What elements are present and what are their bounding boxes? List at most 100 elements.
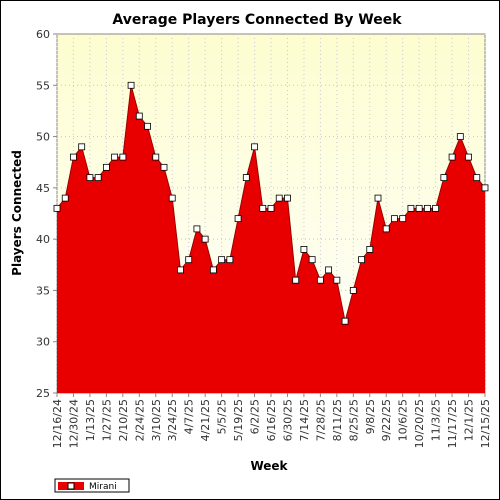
x-tick-label: 11/17/25 <box>446 399 459 448</box>
x-tick-label: 4/7/25 <box>183 399 196 434</box>
data-point <box>168 194 176 202</box>
data-point <box>160 163 168 171</box>
data-point <box>358 256 365 264</box>
data-point <box>86 174 94 182</box>
y-tick-label: 25 <box>36 387 50 400</box>
x-tick-label: 5/5/25 <box>216 399 229 434</box>
x-tick-label: 6/16/25 <box>265 399 278 441</box>
data-point <box>251 143 258 151</box>
data-point <box>94 174 102 182</box>
data-point <box>53 204 61 212</box>
x-tick-label: 9/22/25 <box>380 399 393 441</box>
data-point <box>201 235 209 243</box>
x-tick-label: 1/13/25 <box>84 399 97 441</box>
data-point <box>300 245 308 253</box>
series-area-fill <box>57 85 485 393</box>
data-point <box>448 153 456 161</box>
data-point <box>349 287 357 294</box>
x-tick-label: 12/15/25 <box>479 399 492 448</box>
x-axis-ticks: 12/16/24 12/30/24 1/13/25 1/27/25 2/10/25 2/2… <box>51 393 492 448</box>
x-axis-label: Week <box>250 459 288 473</box>
y-tick-label: 60 <box>36 28 50 41</box>
y-tick-label: 30 <box>36 336 50 349</box>
data-point <box>185 256 193 264</box>
data-point <box>144 122 151 130</box>
x-tick-label: 11/3/25 <box>430 399 443 441</box>
data-point <box>209 266 217 274</box>
x-tick-label: 2/10/25 <box>117 399 130 441</box>
x-tick-label: 4/21/25 <box>199 399 212 441</box>
y-tick-label: 35 <box>36 284 50 297</box>
x-tick-label: 10/20/25 <box>413 399 426 448</box>
y-tick-label: 55 <box>36 79 50 92</box>
data-point <box>382 225 390 233</box>
data-point <box>242 174 250 182</box>
data-point <box>226 256 234 264</box>
data-point <box>374 194 382 202</box>
data-point <box>325 266 333 274</box>
legend: Mirani <box>54 478 130 493</box>
x-tick-label: 3/10/25 <box>150 399 163 441</box>
y-axis-label: Players Connected <box>10 150 24 276</box>
x-tick-label: 8/25/25 <box>347 399 360 441</box>
y-tick-label: 45 <box>36 182 50 195</box>
data-point <box>456 133 464 140</box>
x-tick-label: 12/16/24 <box>51 399 64 448</box>
x-tick-label: 5/19/25 <box>232 399 245 441</box>
data-point <box>111 153 119 161</box>
data-point <box>308 256 316 264</box>
data-point <box>407 204 415 212</box>
data-point <box>415 204 423 212</box>
y-tick-label: 40 <box>36 233 50 246</box>
legend-marker <box>67 482 75 490</box>
data-point <box>292 276 300 284</box>
x-tick-label: 7/28/25 <box>314 399 327 441</box>
data-point <box>259 204 267 212</box>
data-point <box>102 163 110 171</box>
x-tick-label: 12/1/25 <box>463 399 476 441</box>
data-point <box>275 194 283 202</box>
data-point <box>341 317 349 325</box>
data-point <box>440 174 448 182</box>
data-point <box>423 204 431 212</box>
x-tick-label: 12/30/24 <box>67 399 80 448</box>
data-point <box>481 184 489 192</box>
y-tick-label: 50 <box>36 131 50 144</box>
data-point <box>234 215 242 223</box>
x-tick-label: 1/27/25 <box>100 399 113 441</box>
legend-label: Mirani <box>89 482 117 492</box>
data-point <box>152 153 160 161</box>
data-point <box>78 143 86 151</box>
data-point <box>218 256 226 264</box>
data-point <box>391 215 398 223</box>
data-point <box>119 153 127 161</box>
data-point <box>465 153 472 161</box>
data-point <box>177 266 184 274</box>
data-point <box>473 174 481 182</box>
x-tick-label: 9/8/25 <box>364 399 377 434</box>
data-point <box>193 225 201 233</box>
x-tick-label: 7/14/25 <box>298 399 311 441</box>
data-point <box>333 276 341 284</box>
x-tick-label: 6/2/25 <box>249 399 262 434</box>
data-point <box>316 276 324 284</box>
series-markers <box>53 81 489 325</box>
data-point <box>61 194 69 202</box>
data-point <box>284 194 291 202</box>
data-point <box>366 245 374 253</box>
data-point <box>127 81 135 89</box>
x-tick-label: 2/24/25 <box>133 399 146 441</box>
x-tick-label: 8/11/25 <box>331 399 344 441</box>
data-point <box>267 204 275 212</box>
x-tick-label: 3/24/25 <box>166 399 179 441</box>
x-tick-label: 6/30/25 <box>281 399 294 441</box>
data-point <box>70 153 77 161</box>
chart-title: Average Players Connected By Week <box>112 12 402 28</box>
data-point <box>135 112 143 120</box>
data-point <box>399 215 407 223</box>
y-axis-ticks: 25 30 35 40 45 50 55 60 <box>36 28 57 400</box>
data-point <box>432 204 440 212</box>
x-tick-label: 10/6/25 <box>397 399 410 441</box>
